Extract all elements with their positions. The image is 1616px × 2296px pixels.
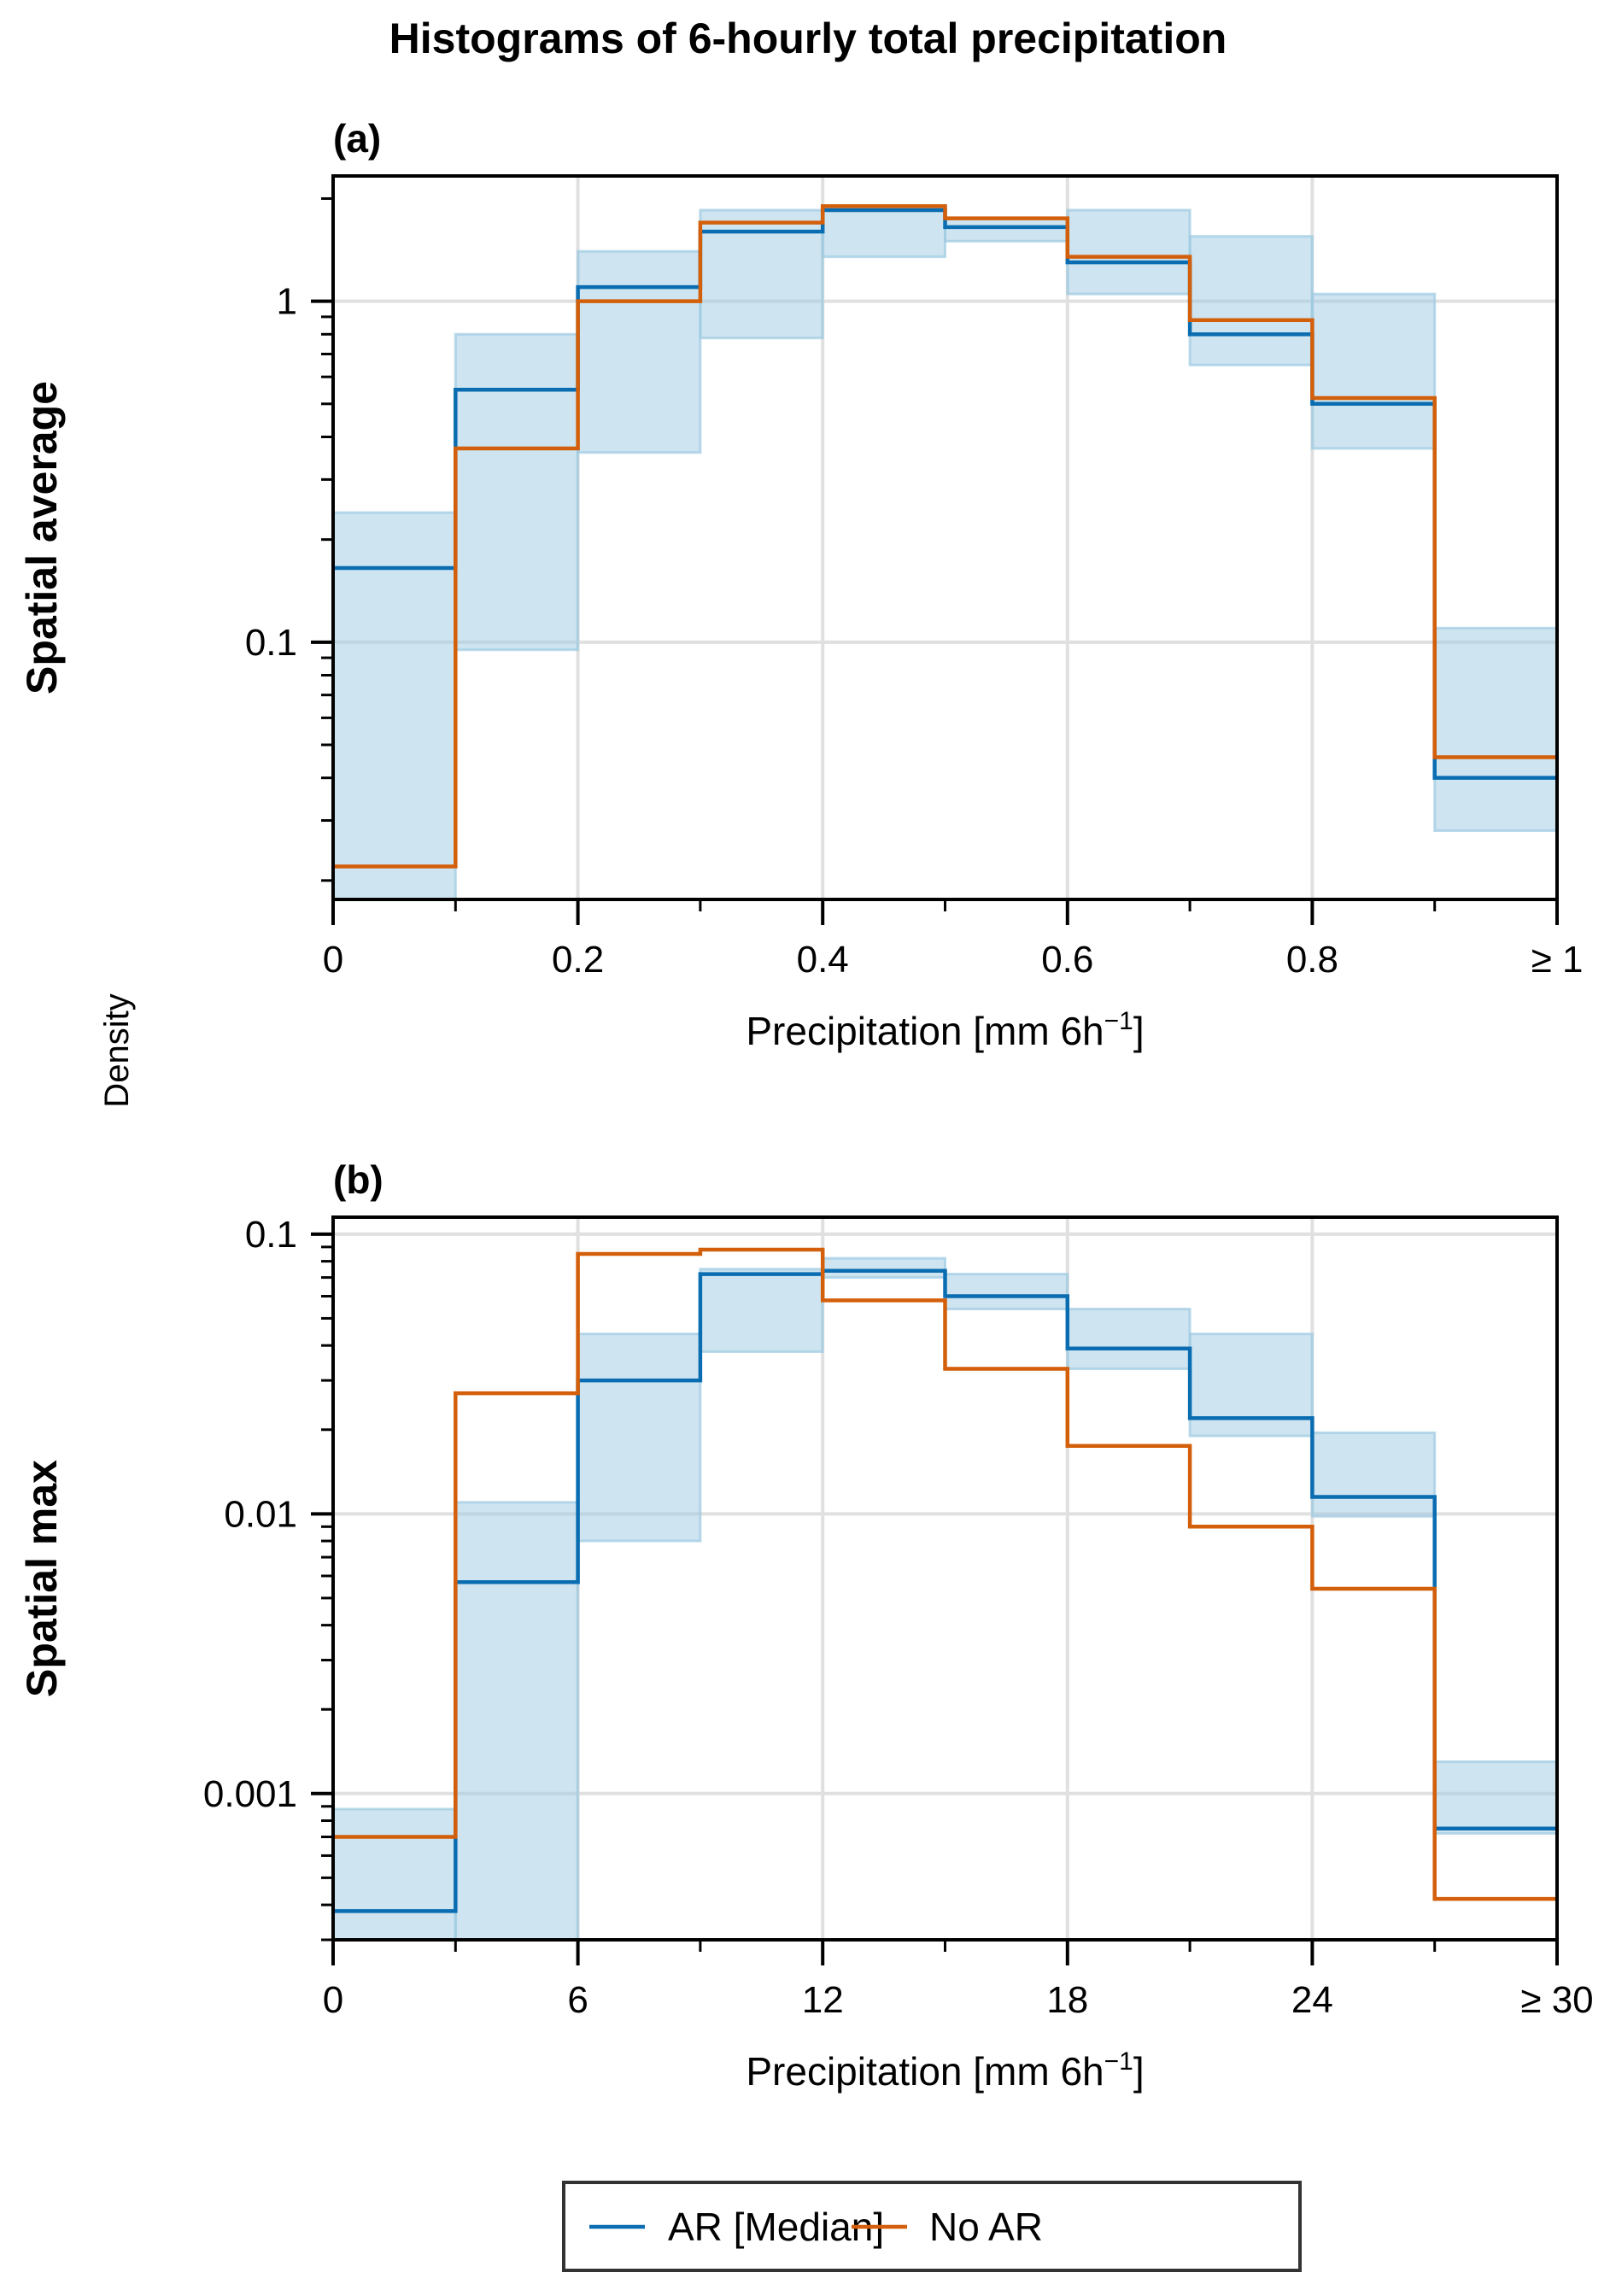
band-bin bbox=[1188, 1332, 1314, 1438]
legend: AR [Median] No AR bbox=[562, 2181, 1302, 2272]
row-label: Spatial average bbox=[18, 381, 66, 694]
band-bin bbox=[944, 1273, 1069, 1311]
series-line-no-ar bbox=[333, 1247, 1557, 1901]
band-bin bbox=[1066, 1308, 1192, 1371]
band-bin bbox=[1433, 1760, 1557, 1835]
band-bin bbox=[1310, 1431, 1437, 1518]
band-bin bbox=[577, 249, 702, 454]
x-tick-label: 6 bbox=[567, 1979, 588, 2021]
legend-box bbox=[562, 2181, 1302, 2272]
series-line-no-ar bbox=[333, 204, 1557, 869]
x-tick-label: 0 bbox=[323, 1979, 343, 2021]
y-tick-label: 1 bbox=[277, 281, 297, 323]
figure-title: Histograms of 6-hourly total precipitati… bbox=[389, 15, 1227, 62]
x-tick-label: 0.4 bbox=[797, 939, 849, 981]
uncertainty-band bbox=[333, 204, 1557, 899]
y-axis: 0.1 0.01 0.001 bbox=[203, 1214, 333, 1942]
band-bin bbox=[454, 1501, 580, 1940]
band-bin bbox=[333, 1807, 457, 1940]
x-axis: 0 6 12 18 24 ≥ 30 bbox=[323, 1940, 1594, 2021]
x-tick-label: 0 bbox=[323, 939, 343, 981]
x-tick-label: 0.6 bbox=[1041, 939, 1093, 981]
legend-label: AR [Median] bbox=[668, 2205, 884, 2249]
band-bin bbox=[577, 1332, 702, 1543]
band-bin bbox=[821, 204, 947, 259]
band-bin bbox=[1433, 626, 1557, 833]
legend-label: No AR bbox=[929, 2205, 1043, 2249]
shared-y-axis-label: Density bbox=[98, 993, 136, 1107]
series-line-ar-median bbox=[333, 1268, 1557, 1913]
band-bin bbox=[944, 217, 1069, 243]
y-tick-label: 0.01 bbox=[224, 1493, 297, 1535]
x-tick-label: 0.2 bbox=[552, 939, 604, 981]
x-tick-label: ≥ 1 bbox=[1531, 939, 1584, 981]
panel-b: 0 6 12 18 24 ≥ 30 0.1 0.01 0.001 (b) Precipitation… bbox=[18, 1157, 1594, 2094]
x-axis-label: Precipitation [mm 6h−1] bbox=[746, 2047, 1144, 2094]
x-tick-label: ≥ 30 bbox=[1520, 1979, 1593, 2021]
band-bin bbox=[699, 208, 824, 340]
y-axis: 10.1 bbox=[245, 196, 333, 882]
y-tick-label: 0.1 bbox=[245, 622, 297, 664]
panel-label: (a) bbox=[333, 116, 381, 161]
band-bin bbox=[1066, 208, 1192, 296]
x-axis: 0 0.2 0.4 0.6 0.8 ≥ 1 bbox=[323, 899, 1584, 981]
row-label: Spatial max bbox=[18, 1460, 66, 1697]
x-tick-label: 24 bbox=[1291, 1979, 1333, 2021]
band-bin bbox=[821, 1256, 947, 1280]
x-tick-label: 12 bbox=[802, 1979, 844, 2021]
x-tick-label: 18 bbox=[1046, 1979, 1088, 2021]
panel-a: 0 0.2 0.4 0.6 0.8 ≥ 110.1(a)Precipitation [mm… bbox=[18, 116, 1583, 1053]
band-bin bbox=[1188, 235, 1314, 366]
y-tick-label: 0.001 bbox=[203, 1773, 297, 1815]
uncertainty-band bbox=[333, 1256, 1557, 1940]
y-tick-label: 0.1 bbox=[245, 1214, 297, 1256]
band-bin bbox=[1310, 292, 1437, 450]
band-bin bbox=[454, 332, 580, 652]
panel-label: (b) bbox=[333, 1157, 384, 1202]
band-bin bbox=[699, 1268, 824, 1353]
x-axis-label: Precipitation [mm 6h−1] bbox=[746, 1007, 1144, 1053]
x-tick-label: 0.8 bbox=[1286, 939, 1338, 981]
band-bin bbox=[333, 511, 457, 899]
